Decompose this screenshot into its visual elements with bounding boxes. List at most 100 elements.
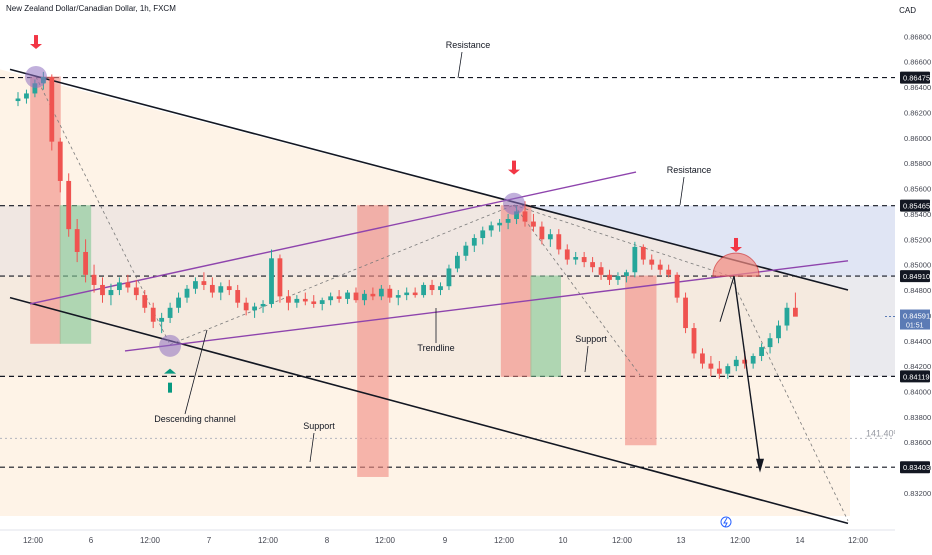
y-tick-label: 0.84200 bbox=[904, 362, 931, 371]
candle-body bbox=[683, 297, 688, 329]
x-tick-label: 12:00 bbox=[375, 536, 396, 545]
candle-body bbox=[32, 83, 38, 94]
annotation-pointer bbox=[584, 345, 589, 373]
candle-body bbox=[117, 282, 122, 291]
candle-body bbox=[615, 276, 621, 280]
candle-body bbox=[184, 288, 190, 298]
x-tick-label: 12:00 bbox=[730, 536, 751, 545]
channel-lower-line bbox=[9, 296, 849, 525]
annotation-pointer bbox=[309, 432, 315, 463]
annotation-pointer bbox=[679, 176, 685, 206]
arrow-head bbox=[730, 246, 742, 252]
symbol-title[interactable]: New Zealand Dollar/Canadian Dollar, 1h, … bbox=[6, 4, 176, 13]
projection-line bbox=[169, 204, 515, 345]
x-tick-label: 12:00 bbox=[494, 536, 515, 545]
candle-body bbox=[649, 259, 655, 265]
fib-level-label: 141.40% bbox=[866, 428, 902, 438]
candle-body bbox=[83, 251, 88, 275]
candle-body bbox=[345, 292, 350, 299]
y-tick-label: 0.85000 bbox=[904, 261, 931, 270]
candle-body bbox=[750, 355, 756, 364]
candle-body bbox=[556, 234, 562, 250]
candle-body bbox=[657, 264, 663, 270]
lightning-icon-glyph bbox=[723, 517, 728, 528]
candle-body bbox=[15, 98, 21, 102]
candle-body bbox=[142, 295, 148, 308]
candle-body bbox=[429, 284, 435, 291]
x-tick-label: 13 bbox=[677, 536, 686, 545]
candle-body bbox=[708, 363, 714, 369]
trendline-upper bbox=[29, 171, 637, 305]
candle-body bbox=[471, 238, 477, 246]
price-tag-text: 0.85465 bbox=[903, 202, 930, 211]
trade-box bbox=[357, 205, 389, 477]
candle-body bbox=[793, 307, 798, 317]
arrow-shaft bbox=[734, 237, 738, 248]
y-tick-label: 0.85200 bbox=[904, 235, 931, 244]
arrow-head bbox=[30, 44, 42, 50]
y-tick-label: 0.84000 bbox=[904, 387, 931, 396]
candle-body bbox=[277, 258, 283, 297]
candle-body bbox=[404, 292, 410, 296]
pivot-marker bbox=[159, 334, 181, 357]
candle-body bbox=[133, 287, 139, 296]
candle-body bbox=[100, 284, 105, 296]
candle-body bbox=[226, 286, 232, 291]
projection-line bbox=[35, 76, 171, 345]
candle-body bbox=[421, 284, 426, 296]
annotation-label: Support bbox=[575, 334, 607, 344]
candle-body bbox=[370, 293, 376, 297]
candle-body bbox=[201, 281, 207, 285]
y-tick-label: 0.86000 bbox=[904, 134, 931, 143]
candle-body bbox=[167, 307, 173, 318]
candle-body bbox=[607, 274, 612, 280]
candle-body bbox=[725, 366, 731, 374]
candle-body bbox=[632, 246, 638, 273]
arrow-shaft bbox=[512, 160, 516, 171]
apex-half-circle bbox=[712, 252, 760, 277]
price-tag-text: 0.84119 bbox=[903, 372, 930, 381]
lightning-icon bbox=[720, 516, 732, 528]
annotation-pointer bbox=[457, 51, 463, 79]
candle-body bbox=[581, 257, 587, 263]
candle-body bbox=[57, 141, 63, 181]
price-tag bbox=[900, 71, 930, 84]
candle-body bbox=[531, 221, 536, 227]
y-tick-label: 0.83800 bbox=[904, 413, 931, 422]
channel-upper-line bbox=[9, 68, 849, 291]
currency-label: CAD bbox=[899, 6, 916, 15]
candle-body bbox=[463, 245, 469, 256]
x-tick-label: 6 bbox=[89, 536, 94, 545]
candle-body bbox=[218, 286, 224, 293]
arrow-head bbox=[508, 169, 520, 175]
x-tick-label: 9 bbox=[443, 536, 448, 545]
candle-body bbox=[759, 347, 764, 356]
candle-body bbox=[700, 353, 705, 364]
candle-body bbox=[260, 303, 266, 307]
candle-body bbox=[691, 328, 697, 354]
candle-body bbox=[362, 293, 367, 301]
price-tag bbox=[900, 370, 930, 383]
candle-body bbox=[573, 257, 579, 260]
candle-body bbox=[193, 281, 198, 289]
candle-body bbox=[539, 226, 545, 240]
candle-body bbox=[505, 219, 511, 223]
trade-box bbox=[625, 275, 657, 446]
y-tick-label: 0.86400 bbox=[904, 83, 931, 92]
annotation-label: Resistance bbox=[446, 40, 491, 50]
candle-body bbox=[742, 359, 748, 364]
price-tag-text: 0.86475 bbox=[903, 74, 930, 83]
y-tick-label: 0.85800 bbox=[904, 159, 931, 168]
candle-body bbox=[455, 255, 460, 269]
candle-body bbox=[311, 301, 317, 304]
candle-body bbox=[353, 292, 359, 301]
x-tick-label: 12:00 bbox=[23, 536, 44, 545]
arrow-shaft bbox=[34, 35, 38, 46]
candle-body bbox=[547, 234, 553, 240]
y-tick-label: 0.85600 bbox=[904, 185, 931, 194]
y-tick-label: 0.86600 bbox=[904, 58, 931, 67]
candle-body bbox=[412, 292, 418, 296]
trade-box bbox=[530, 275, 561, 377]
candle-body bbox=[522, 211, 528, 222]
